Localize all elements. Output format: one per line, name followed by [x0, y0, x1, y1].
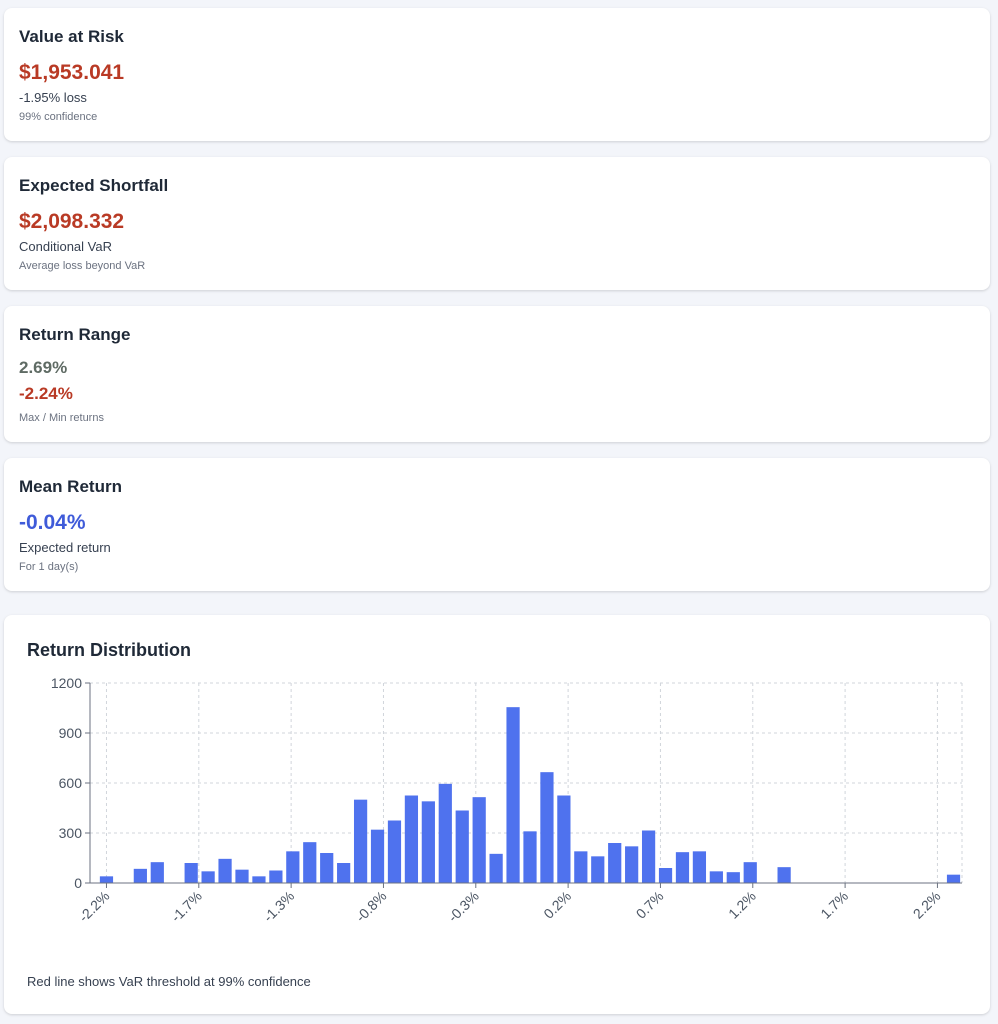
es-note: Average loss beyond VaR — [19, 260, 146, 272]
histogram-bar — [235, 869, 249, 883]
histogram-bar — [150, 862, 164, 883]
histogram-bar — [709, 871, 723, 883]
x-tick-label: -1.7% — [168, 888, 205, 925]
histogram-bar — [591, 856, 605, 883]
histogram-bar — [523, 831, 537, 883]
x-tick-label: -0.3% — [445, 888, 482, 925]
histogram-bar — [574, 851, 588, 883]
x-tick-label: 1.2% — [725, 888, 759, 922]
es-title: Expected Shortfall — [19, 176, 169, 195]
chart-footnote: Red line shows VaR threshold at 99% conf… — [27, 974, 311, 989]
mean-note: For 1 day(s) — [19, 561, 79, 573]
histogram-bar — [353, 799, 368, 883]
histogram-bar — [608, 843, 622, 883]
histogram-bar — [184, 863, 198, 883]
x-tick-label: -0.8% — [352, 888, 389, 925]
chart-title: Return Distribution — [27, 640, 191, 660]
range-title: Return Range — [19, 325, 131, 344]
return-distribution-card: Return Distribution 0 300 600 900 1200 -2.2% -… — [4, 615, 990, 1014]
x-tick-label: 2.2% — [910, 888, 944, 922]
var-detail: -1.95% loss — [19, 90, 87, 105]
var-title: Value at Risk — [19, 27, 124, 46]
histogram-bar — [99, 876, 114, 883]
var-card: Value at Risk $1,953.041 -1.95% loss 99%… — [4, 8, 990, 141]
histogram-bar — [337, 863, 351, 883]
y-tick-label: 300 — [59, 825, 83, 841]
histogram-bar — [320, 853, 334, 883]
histogram-bar — [218, 858, 232, 883]
return-distribution-chart: 0 300 600 900 1200 -2.2% -1.7% -1.3% -0.8% -0.3% 0… — [51, 675, 963, 925]
histogram-bar — [540, 772, 554, 883]
range-note: Max / Min returns — [19, 412, 104, 424]
histogram-bar — [370, 829, 385, 883]
mean-value: -0.04% — [19, 511, 86, 534]
es-value: $2,098.332 — [19, 210, 125, 233]
histogram-bar — [133, 868, 147, 883]
var-value: $1,953.041 — [19, 61, 125, 84]
mean-title: Mean Return — [19, 477, 122, 496]
x-tick-label: 1.7% — [817, 888, 851, 922]
histogram-bar — [625, 846, 639, 883]
histogram-bar — [743, 862, 757, 883]
histogram-bar — [286, 851, 300, 883]
histogram-bar — [252, 876, 266, 883]
axes: 0 300 600 900 1200 -2.2% -1.7% -1.3% -0.8% -0.3% 0… — [51, 675, 962, 925]
histogram-bar — [404, 795, 419, 883]
x-tick-label: 0.2% — [540, 888, 574, 922]
range-max: 2.69% — [19, 358, 68, 377]
histogram-bar — [726, 872, 740, 883]
y-tick-label: 600 — [59, 775, 83, 791]
x-tick-label: -2.2% — [75, 888, 112, 925]
histogram-bar — [692, 851, 707, 883]
histogram-bar — [472, 797, 486, 883]
mean-return-card: Mean Return -0.04% Expected return For 1… — [4, 458, 990, 591]
histogram-bar — [658, 868, 673, 883]
histogram-bar — [641, 830, 656, 883]
histogram-bar — [421, 801, 435, 883]
histogram-bar — [506, 707, 520, 883]
bars — [99, 707, 961, 883]
range-min: -2.24% — [19, 384, 73, 403]
histogram-bar — [269, 870, 283, 883]
x-tick-label: -1.3% — [260, 888, 297, 925]
histogram-bar — [303, 842, 317, 883]
y-tick-label: 0 — [74, 875, 82, 891]
histogram-bar — [387, 820, 402, 883]
histogram-bar — [557, 795, 571, 883]
return-range-card: Return Range 2.69% -2.24% Max / Min retu… — [4, 306, 990, 442]
var-note: 99% confidence — [19, 111, 98, 123]
histogram-bar — [438, 783, 452, 883]
y-tick-label: 1200 — [51, 675, 82, 691]
es-card: Expected Shortfall $2,098.332 Conditiona… — [4, 157, 990, 290]
es-detail: Conditional VaR — [19, 239, 112, 254]
histogram-bar — [946, 874, 961, 883]
histogram-bar — [777, 867, 791, 883]
grid-lines — [90, 682, 963, 883]
x-tick-label: 0.7% — [633, 888, 667, 922]
histogram-bar — [489, 853, 503, 883]
histogram-bar — [201, 871, 215, 883]
histogram-bar — [455, 810, 469, 883]
y-tick-label: 900 — [59, 725, 83, 741]
histogram-bar — [675, 852, 690, 883]
mean-detail: Expected return — [19, 540, 111, 555]
